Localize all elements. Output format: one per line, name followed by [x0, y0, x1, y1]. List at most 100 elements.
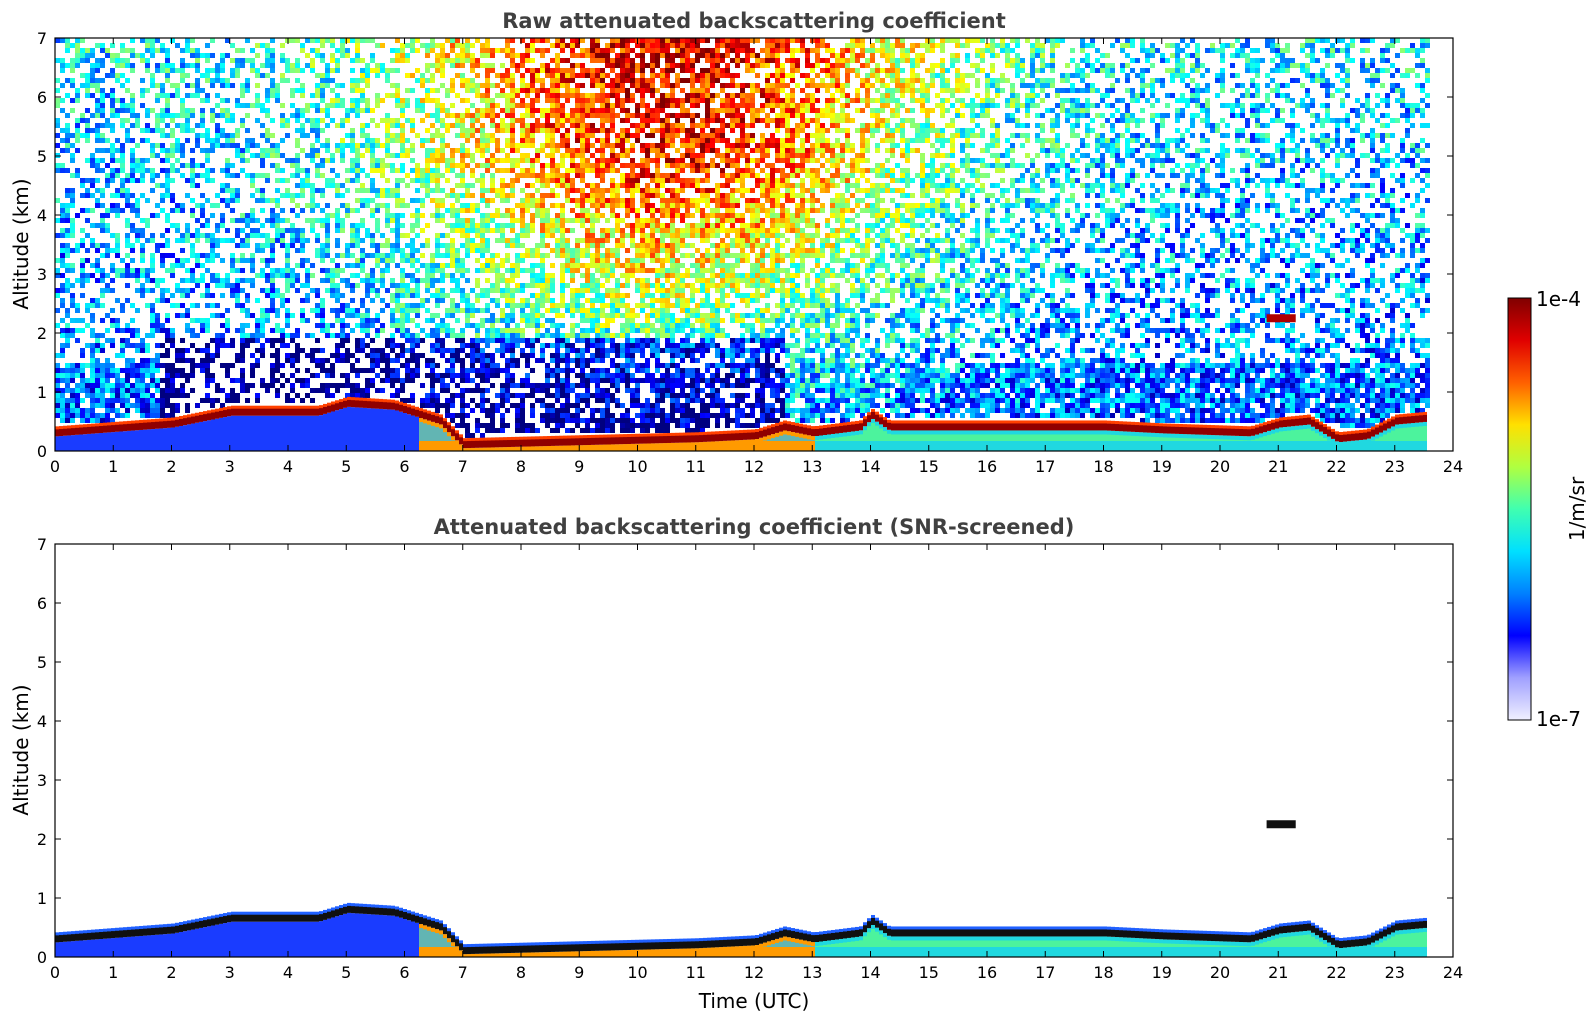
noise-cell	[415, 338, 420, 343]
noise-cell	[540, 148, 545, 153]
noise-cell	[370, 243, 375, 248]
noise-cell	[525, 233, 530, 238]
noise-cell	[435, 43, 440, 48]
noise-cell	[95, 133, 100, 138]
raw-backscatter-panel: Raw attenuated backscattering coefficien…	[9, 9, 1463, 476]
noise-cell	[225, 373, 230, 378]
noise-cell	[625, 78, 630, 83]
noise-cell	[490, 288, 495, 293]
noise-cell	[395, 53, 400, 58]
noise-cell	[435, 163, 440, 168]
noise-cell	[120, 83, 125, 88]
noise-cell	[265, 178, 270, 183]
noise-cell	[270, 383, 275, 388]
noise-cell	[140, 103, 145, 108]
noise-cell	[470, 248, 475, 253]
noise-cell	[140, 408, 145, 413]
noise-cell	[465, 253, 470, 258]
noise-cell	[475, 118, 480, 123]
noise-cell	[465, 368, 470, 373]
noise-cell	[205, 368, 210, 373]
noise-cell	[545, 283, 550, 288]
noise-cell	[150, 108, 155, 113]
noise-cell	[585, 343, 590, 348]
noise-cell	[580, 303, 585, 308]
noise-cell	[530, 323, 535, 328]
noise-cell	[590, 93, 595, 98]
noise-cell	[390, 133, 395, 138]
noise-cell	[295, 213, 300, 218]
noise-cell	[555, 353, 560, 358]
noise-cell	[590, 263, 595, 268]
noise-cell	[185, 128, 190, 133]
noise-cell	[540, 48, 545, 53]
noise-cell	[615, 418, 620, 423]
noise-cell	[435, 393, 440, 398]
noise-cell	[405, 148, 410, 153]
noise-cell	[435, 98, 440, 103]
noise-cell	[255, 118, 260, 123]
noise-cell	[355, 283, 360, 288]
noise-cell	[140, 398, 145, 403]
noise-cell	[530, 268, 535, 273]
noise-cell	[485, 93, 490, 98]
noise-cell	[450, 223, 455, 228]
noise-cell	[465, 188, 470, 193]
noise-cell	[495, 93, 500, 98]
noise-cell	[485, 148, 490, 153]
noise-cell	[335, 243, 340, 248]
noise-cell	[605, 198, 610, 203]
noise-cell	[545, 213, 550, 218]
noise-cell	[90, 328, 95, 333]
noise-cell	[265, 173, 270, 178]
noise-cell	[575, 398, 580, 403]
noise-cell	[485, 98, 490, 103]
noise-cell	[625, 278, 630, 283]
noise-cell	[460, 328, 465, 333]
noise-cell	[230, 268, 235, 273]
noise-cell	[70, 268, 75, 273]
noise-cell	[625, 43, 630, 48]
noise-cell	[240, 258, 245, 263]
noise-cell	[575, 203, 580, 208]
noise-cell	[105, 53, 110, 58]
noise-cell	[330, 103, 335, 108]
noise-cell	[115, 393, 120, 398]
noise-cell	[390, 253, 395, 258]
noise-cell	[415, 213, 420, 218]
noise-cell	[595, 218, 600, 223]
noise-cell	[590, 68, 595, 73]
noise-cell	[280, 268, 285, 273]
noise-cell	[280, 373, 285, 378]
noise-cell	[300, 313, 305, 318]
noise-cell	[580, 368, 585, 373]
noise-cell	[395, 298, 400, 303]
noise-cell	[115, 383, 120, 388]
noise-cell	[505, 138, 510, 143]
noise-cell	[185, 408, 190, 413]
noise-cell	[120, 168, 125, 173]
noise-cell	[140, 373, 145, 378]
noise-cell	[195, 218, 200, 223]
noise-cell	[65, 313, 70, 318]
noise-cell	[585, 228, 590, 233]
noise-cell	[505, 293, 510, 298]
noise-cell	[455, 338, 460, 343]
noise-cell	[590, 353, 595, 358]
noise-cell	[605, 373, 610, 378]
noise-cell	[145, 343, 150, 348]
noise-cell	[140, 163, 145, 168]
noise-cell	[155, 313, 160, 318]
noise-cell	[425, 168, 430, 173]
noise-cell	[515, 148, 520, 153]
noise-cell	[110, 383, 115, 388]
noise-cell	[85, 93, 90, 98]
noise-cell	[500, 228, 505, 233]
noise-cell	[620, 263, 625, 268]
noise-cell	[310, 388, 315, 393]
noise-cell	[550, 368, 555, 373]
noise-cell	[180, 383, 185, 388]
noise-cell	[355, 143, 360, 148]
noise-cell	[275, 358, 280, 363]
noise-cell	[585, 123, 590, 128]
